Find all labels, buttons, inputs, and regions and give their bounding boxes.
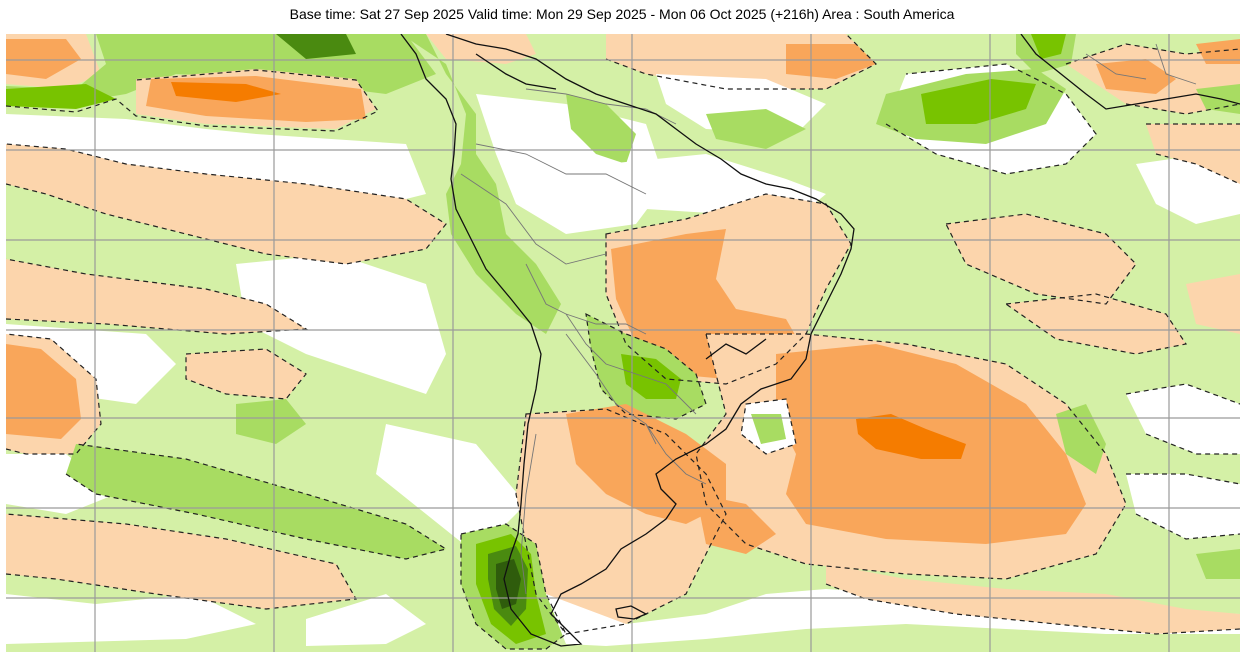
region bbox=[1056, 404, 1106, 474]
contour bbox=[695, 333, 1127, 580]
graticule bbox=[6, 34, 1240, 652]
coast-south-america bbox=[400, 34, 855, 647]
region bbox=[171, 82, 281, 102]
contour bbox=[515, 408, 727, 635]
country-borders bbox=[460, 43, 1197, 595]
region bbox=[236, 254, 446, 394]
region bbox=[1186, 274, 1240, 334]
region bbox=[401, 34, 561, 334]
region bbox=[6, 39, 81, 79]
coast-lagoon bbox=[705, 338, 767, 360]
contour bbox=[740, 398, 797, 455]
border bbox=[645, 423, 707, 485]
region bbox=[6, 114, 426, 204]
coastlines bbox=[400, 34, 1240, 647]
contour bbox=[585, 312, 707, 420]
coast-africa bbox=[1020, 34, 1240, 110]
border bbox=[520, 433, 537, 595]
contour bbox=[65, 443, 448, 560]
map-title: Base time: Sat 27 Sep 2025 Valid time: M… bbox=[289, 6, 955, 22]
region bbox=[6, 84, 116, 109]
contour bbox=[6, 258, 308, 335]
region bbox=[6, 594, 256, 644]
border bbox=[460, 173, 607, 265]
contour bbox=[6, 143, 447, 265]
border bbox=[525, 263, 647, 335]
contour bbox=[825, 583, 1240, 635]
region bbox=[1196, 549, 1240, 579]
region bbox=[236, 399, 306, 444]
region bbox=[186, 349, 306, 399]
region bbox=[566, 404, 726, 524]
region bbox=[921, 79, 1036, 124]
region bbox=[66, 444, 446, 559]
region bbox=[546, 589, 1240, 646]
region bbox=[566, 94, 636, 164]
coast-caribbean bbox=[475, 53, 557, 90]
border bbox=[565, 333, 657, 445]
contour bbox=[1065, 43, 1240, 115]
region bbox=[6, 344, 81, 439]
contour bbox=[945, 213, 1137, 305]
region bbox=[6, 454, 116, 514]
region bbox=[1006, 294, 1186, 354]
region bbox=[376, 424, 526, 554]
region bbox=[856, 414, 966, 459]
coast-falklands bbox=[615, 605, 648, 620]
region bbox=[6, 259, 306, 334]
contour-lines bbox=[6, 34, 1240, 650]
region bbox=[696, 494, 776, 554]
anomaly-map bbox=[6, 34, 1240, 652]
border bbox=[1085, 53, 1147, 80]
region bbox=[751, 414, 786, 444]
contour bbox=[605, 34, 878, 90]
contour bbox=[6, 333, 102, 455]
region bbox=[276, 34, 356, 59]
region bbox=[1096, 59, 1176, 94]
contour bbox=[1004, 293, 1187, 355]
region bbox=[1031, 34, 1066, 59]
contour bbox=[1125, 383, 1240, 455]
region bbox=[6, 144, 446, 264]
map-frame bbox=[6, 34, 1240, 652]
region bbox=[1126, 384, 1240, 454]
contour bbox=[1126, 473, 1240, 540]
border bbox=[475, 143, 647, 195]
region bbox=[706, 109, 806, 149]
contour bbox=[6, 69, 379, 132]
region bbox=[826, 564, 1240, 634]
contour bbox=[460, 523, 567, 650]
region bbox=[306, 594, 426, 646]
contour bbox=[185, 348, 307, 400]
border bbox=[565, 313, 697, 415]
shaded-anomaly-regions bbox=[6, 34, 1240, 649]
region bbox=[621, 354, 681, 399]
region bbox=[496, 559, 521, 609]
contour bbox=[6, 513, 357, 610]
region bbox=[786, 44, 876, 79]
border bbox=[1155, 43, 1197, 85]
region bbox=[946, 214, 1136, 304]
region bbox=[6, 514, 356, 609]
